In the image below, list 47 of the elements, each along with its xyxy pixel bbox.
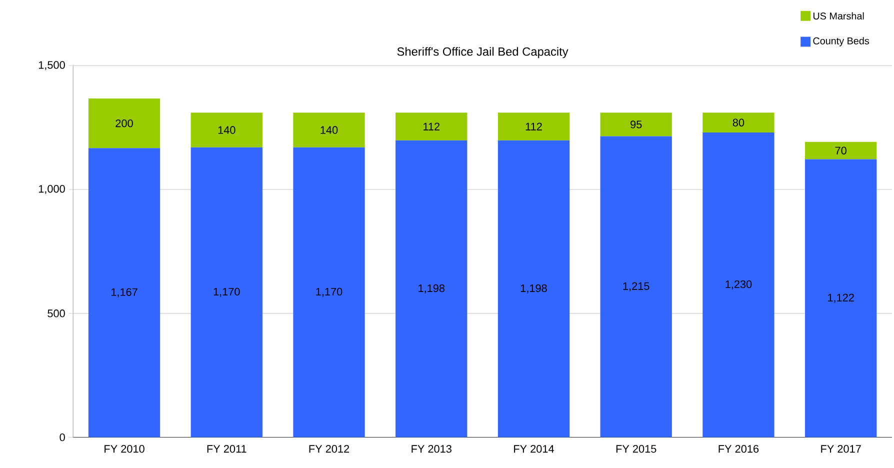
data-label: 70 [835, 146, 846, 154]
data-label: 95 [630, 120, 642, 128]
bar [190, 112, 262, 148]
x-tick-label: FY 2011 [207, 444, 246, 453]
legend-label: US Marshal [813, 12, 864, 20]
y-tick-label: 1,000 [38, 184, 65, 194]
y-tick-label: 500 [48, 309, 65, 318]
x-tick-label: FY 2010 [104, 444, 144, 453]
bar [498, 112, 570, 140]
data-label: 1,170 [316, 288, 342, 297]
data-label: 1,122 [828, 294, 854, 303]
data-label: 1,198 [520, 284, 547, 294]
bar [190, 147, 262, 438]
x-tick-label: FY 2014 [514, 444, 554, 453]
x-tick-label: FY 2015 [616, 444, 656, 453]
data-label: 140 [320, 126, 338, 134]
data-label: 1,198 [418, 284, 445, 294]
y-tick-label: 1,500 [38, 61, 65, 70]
data-label: 140 [218, 126, 236, 134]
data-label: 1,170 [214, 288, 240, 297]
bar [600, 136, 672, 438]
bar [293, 112, 365, 148]
bar [702, 132, 774, 438]
data-label: 80 [732, 118, 744, 126]
bar [600, 112, 672, 136]
x-tick-label: FY 2016 [718, 444, 759, 453]
y-tick-label: 0 [60, 433, 65, 442]
data-label: 1,230 [726, 280, 752, 290]
bar [88, 148, 160, 438]
data-label: 1,215 [623, 282, 650, 292]
bar [805, 142, 877, 160]
x-tick-label: FY 2013 [412, 444, 452, 453]
data-label: 1,167 [111, 288, 138, 298]
bar [88, 98, 160, 148]
x-tick-label: FY 2017 [821, 444, 861, 453]
legend-label: County Beds [813, 37, 870, 46]
bar [396, 112, 468, 140]
data-label: 200 [116, 119, 133, 128]
chart-title: Sheriff's Office Jail Bed Capacity [397, 47, 568, 58]
bar [498, 140, 570, 438]
data-label: 112 [424, 122, 440, 130]
bar [396, 140, 468, 438]
bar [702, 112, 774, 132]
x-tick-label: FY 2012 [309, 444, 350, 453]
data-label: 112 [526, 122, 542, 130]
bar [293, 147, 365, 438]
bar [805, 159, 877, 438]
